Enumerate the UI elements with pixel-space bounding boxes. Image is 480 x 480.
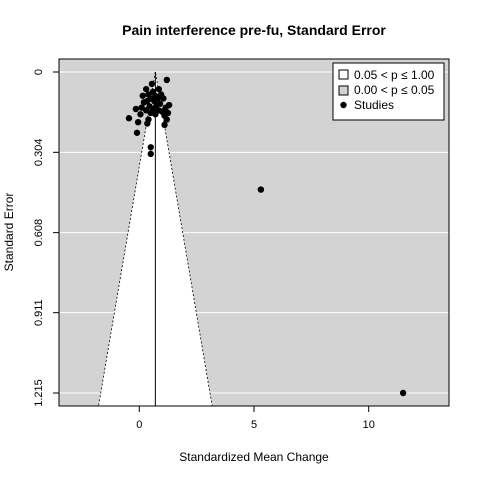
study-point-34 bbox=[134, 118, 142, 126]
study-point-11 bbox=[160, 95, 167, 102]
study-point-0 bbox=[148, 80, 156, 88]
legend: 0.05 < p ≤ 1.00 0.00 < p ≤ 0.05 Studies bbox=[332, 62, 445, 121]
legend-swatch-significant bbox=[338, 85, 349, 96]
legend-label-significant: 0.00 < p ≤ 0.05 bbox=[354, 83, 435, 97]
study-point-3 bbox=[142, 85, 150, 93]
study-point-41 bbox=[399, 389, 407, 397]
study-point-37 bbox=[133, 129, 141, 136]
study-point-40 bbox=[257, 186, 265, 193]
study-point-38 bbox=[147, 144, 154, 151]
y-tick-label-1: 0.304 bbox=[33, 139, 45, 167]
x-axis-label: Standardized Mean Change bbox=[179, 450, 329, 464]
study-point-8 bbox=[139, 92, 146, 99]
study-point-36 bbox=[161, 121, 168, 129]
study-point-14 bbox=[140, 99, 148, 106]
study-point-39 bbox=[147, 150, 154, 158]
study-points bbox=[125, 76, 407, 397]
x-tick-label-1: 5 bbox=[251, 419, 257, 431]
study-point-31 bbox=[125, 115, 133, 122]
x-axis: 0 5 10 bbox=[136, 405, 375, 431]
study-point-28 bbox=[137, 111, 144, 118]
y-axis-label: Standard Error bbox=[2, 193, 16, 272]
legend-label-nonsignificant: 0.05 < p ≤ 1.00 bbox=[354, 68, 435, 82]
x-tick-label-0: 0 bbox=[136, 419, 142, 431]
study-point-29 bbox=[152, 111, 159, 118]
study-point-35 bbox=[144, 120, 151, 127]
x-tick-label-2: 10 bbox=[363, 419, 375, 431]
y-tick-label-0: 0 bbox=[33, 69, 45, 75]
legend-swatch-nonsignificant bbox=[338, 69, 349, 80]
study-point-33 bbox=[163, 116, 171, 123]
legend-marker-studies bbox=[340, 101, 347, 109]
study-point-1 bbox=[163, 76, 171, 84]
y-axis: 0 0.304 0.608 0.911 1.215 bbox=[33, 69, 60, 407]
chart-title: Pain interference pre-fu, Standard Error bbox=[122, 22, 386, 38]
study-point-22 bbox=[132, 105, 140, 113]
legend-box bbox=[332, 62, 445, 121]
y-tick-label-4: 1.215 bbox=[33, 379, 45, 407]
y-tick-label-2: 0.608 bbox=[33, 219, 45, 247]
y-tick-label-3: 0.911 bbox=[33, 299, 45, 326]
legend-label-studies: Studies bbox=[354, 98, 394, 112]
study-point-2 bbox=[155, 85, 162, 93]
